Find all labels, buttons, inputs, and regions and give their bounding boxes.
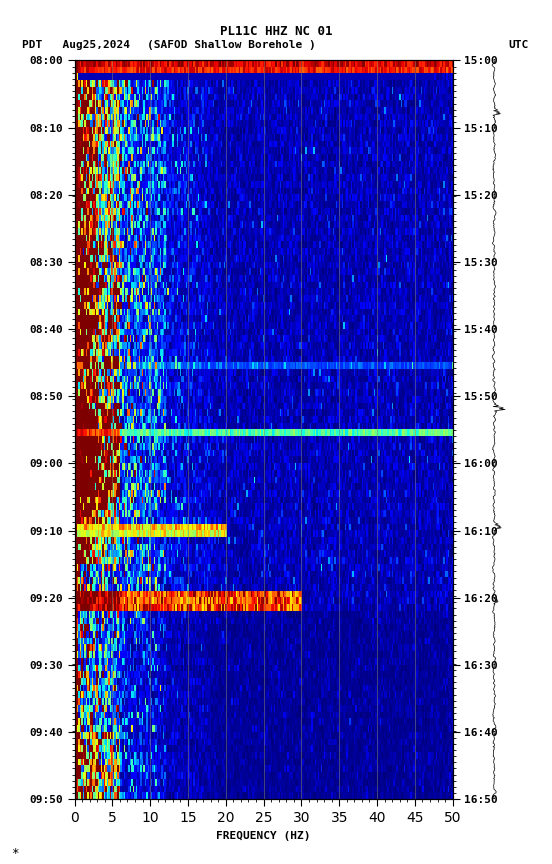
Text: (SAFOD Shallow Borehole ): (SAFOD Shallow Borehole ) (147, 40, 316, 50)
Text: UTC: UTC (509, 40, 529, 50)
X-axis label: FREQUENCY (HZ): FREQUENCY (HZ) (216, 830, 311, 841)
Text: PL11C HHZ NC 01: PL11C HHZ NC 01 (220, 25, 332, 39)
Text: PDT   Aug25,2024: PDT Aug25,2024 (22, 40, 130, 50)
Text: *: * (11, 847, 19, 860)
